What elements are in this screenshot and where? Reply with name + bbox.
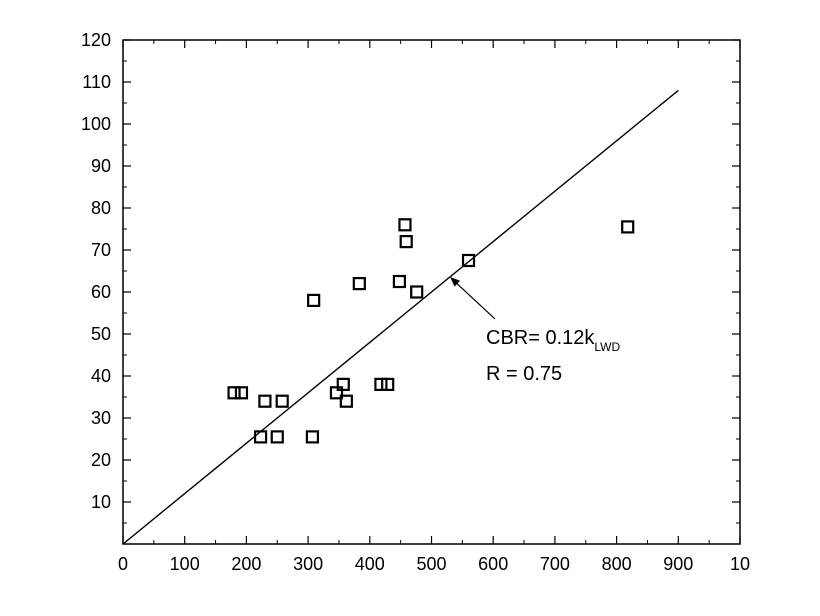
x-tick-label: 700 (540, 554, 570, 574)
data-points (227, 218, 635, 444)
x-tick-label: 0 (118, 554, 128, 574)
y-tick-label: 60 (91, 282, 111, 302)
x-tick-label: 500 (416, 554, 446, 574)
y-tick-label: 120 (81, 30, 111, 50)
x-tick-label: 300 (293, 554, 323, 574)
x-tick-label: 200 (231, 554, 261, 574)
y-axis: 10 20 30 40 50 60 70 80 90 100 110 120 (81, 30, 740, 524)
annotation-r-value: R = 0.75 (486, 363, 562, 385)
annotation: CBR= 0.12kLWD R = 0.75 (450, 276, 621, 385)
data-point (374, 377, 388, 391)
y-tick-label: 30 (91, 408, 111, 428)
x-tick-label: 10 (730, 554, 750, 574)
y-tick-label: 90 (91, 156, 111, 176)
annotation-arrow (452, 279, 496, 320)
y-tick-label: 50 (91, 324, 111, 344)
data-point (398, 218, 412, 232)
x-tick-label: 100 (170, 554, 200, 574)
data-point (621, 220, 635, 234)
data-point (270, 430, 284, 444)
data-point (253, 430, 268, 444)
data-point (339, 394, 353, 408)
annotation-equation: CBR= 0.12kLWD (486, 327, 621, 354)
data-point (305, 430, 320, 444)
fit-line (122, 89, 679, 545)
y-tick-label: 100 (81, 114, 111, 134)
data-point (307, 293, 321, 307)
data-point (258, 394, 272, 408)
x-tick-label: 800 (602, 554, 632, 574)
y-tick-label: 40 (91, 366, 111, 386)
data-point (410, 285, 424, 299)
x-axis: 0 100 200 300 400 500 600 700 800 900 10 (118, 40, 750, 574)
x-tick-label: 400 (355, 554, 385, 574)
data-point (336, 377, 350, 391)
data-point (329, 386, 344, 400)
data-point (399, 235, 413, 249)
annotation-arrow-head (450, 276, 461, 287)
annotation-equation-subscript: LWD (594, 340, 620, 354)
data-point (381, 377, 395, 391)
data-point (227, 386, 241, 400)
annotation-equation-main: CBR= 0.12k (486, 327, 595, 349)
fit-line-layer (122, 89, 679, 545)
data-point (234, 386, 249, 400)
y-tick-label: 110 (82, 72, 111, 92)
y-tick-label: 20 (91, 450, 111, 470)
y-tick-label: 70 (91, 240, 111, 260)
data-point (461, 253, 476, 268)
y-tick-label: 80 (91, 198, 111, 218)
data-point (352, 277, 366, 291)
x-tick-label: 900 (663, 554, 693, 574)
data-point (392, 274, 407, 289)
data-point (275, 394, 289, 408)
y-tick-label: 10 (91, 492, 111, 512)
x-tick-label: 600 (478, 554, 508, 574)
